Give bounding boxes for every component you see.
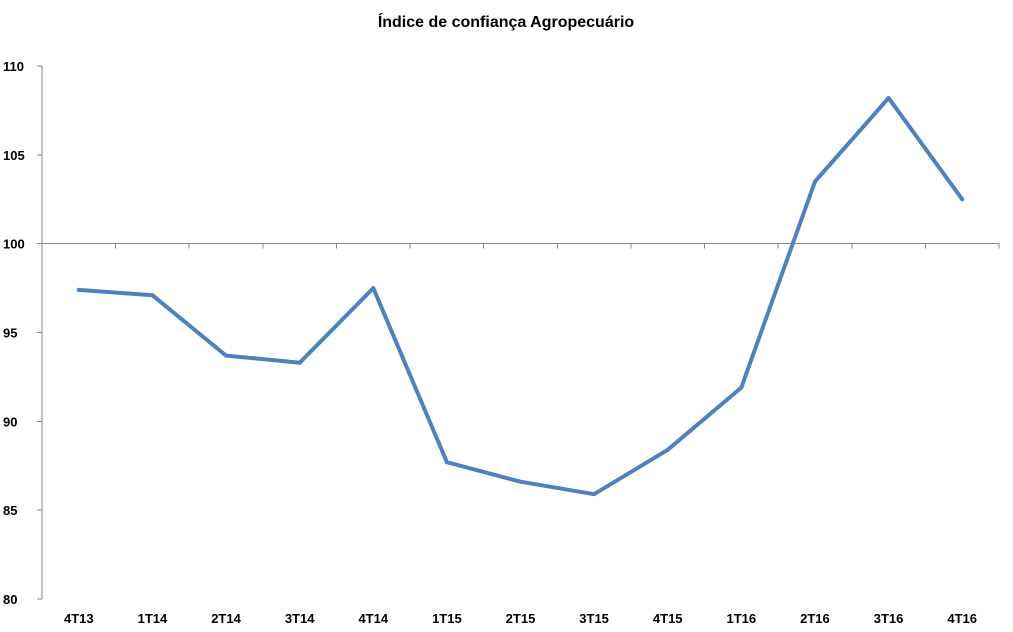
x-tick-label: 1T16 (727, 611, 757, 626)
data-point (592, 492, 597, 497)
x-tick-label: 2T14 (211, 611, 241, 626)
data-point (224, 353, 229, 358)
data-point (960, 197, 965, 202)
chart-title: Índice de confiança Agropecuário (378, 12, 635, 31)
data-point (297, 360, 302, 365)
data-point (371, 286, 376, 291)
data-point (886, 95, 891, 100)
x-tick-label: 4T15 (653, 611, 683, 626)
y-axis: 80 85 90 95 100 105 110 (3, 59, 43, 607)
x-tick-label: 1T15 (432, 611, 462, 626)
x-tick-label: 4T13 (64, 611, 94, 626)
y-tick-label: 80 (3, 592, 17, 607)
x-tick-label: 3T14 (285, 611, 315, 626)
data-point (739, 385, 744, 390)
data-point (150, 293, 155, 298)
y-tick-label: 110 (3, 59, 24, 74)
x-tick-label: 3T15 (579, 611, 609, 626)
x-tick-label: 3T16 (874, 611, 904, 626)
series-line (76, 96, 965, 497)
x-tick-label: 2T15 (506, 611, 536, 626)
x-tick-label: 1T14 (138, 611, 168, 626)
y-tick-label: 85 (3, 503, 17, 518)
x-tick-label: 4T14 (358, 611, 388, 626)
x-tick-label: 4T16 (947, 611, 977, 626)
data-point (812, 179, 817, 184)
y-tick-label: 90 (3, 414, 17, 429)
x-tick-label: 2T16 (800, 611, 830, 626)
y-tick-label: 95 (3, 326, 17, 341)
x-axis: 4T13 1T14 2T14 3T14 4T14 1T15 2T15 3T15 4T15 1T16… (41, 243, 1000, 626)
data-point (76, 287, 81, 292)
y-tick-label: 100 (3, 237, 25, 252)
series-plot (76, 95, 965, 497)
data-point (518, 479, 523, 484)
y-tick-label: 105 (3, 148, 25, 163)
data-point (444, 460, 449, 465)
data-point (665, 447, 670, 452)
